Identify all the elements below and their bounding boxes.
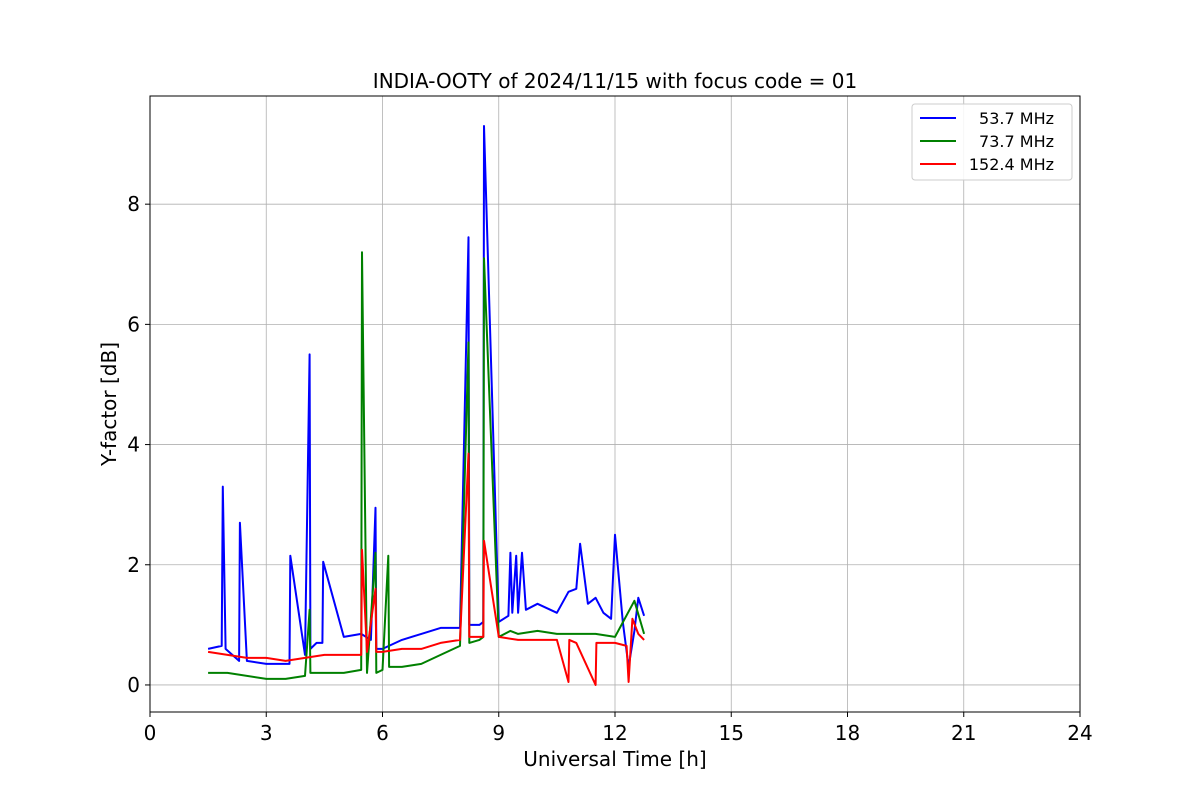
y-tick-label: 4 (127, 433, 140, 457)
x-tick-label: 12 (602, 721, 627, 745)
x-tick-label: 6 (376, 721, 389, 745)
series-line-73-7-mhz (208, 251, 646, 680)
x-tick-label: 18 (835, 721, 860, 745)
y-tick-label: 0 (127, 673, 140, 697)
y-tick-label: 8 (127, 192, 140, 216)
legend: 53.7 MHz 73.7 MHz 152.4 MHz (911, 103, 1073, 181)
y-tick-label: 6 (127, 312, 140, 336)
x-tick-label: 21 (951, 721, 976, 745)
series-group (207, 125, 646, 686)
legend-entry-label: 152.4 MHz (969, 155, 1054, 174)
x-tick-label: 3 (260, 721, 273, 745)
x-tick-label: 15 (719, 721, 744, 745)
x-tick-label: 9 (492, 721, 505, 745)
chart-title: INDIA-OOTY of 2024/11/15 with focus code… (373, 69, 857, 93)
legend-box (911, 103, 1073, 181)
x-axis-label: Universal Time [h] (523, 747, 706, 771)
y-axis-label: Y-factor [dB] (97, 342, 121, 467)
legend-entry-label: 53.7 MHz (979, 109, 1054, 128)
x-tick-label: 24 (1067, 721, 1092, 745)
x-tick-label: 0 (144, 721, 157, 745)
series-line-152-4-mhz (207, 452, 645, 686)
legend-entry-label: 73.7 MHz (979, 132, 1054, 151)
y-tick-label: 2 (127, 553, 140, 577)
